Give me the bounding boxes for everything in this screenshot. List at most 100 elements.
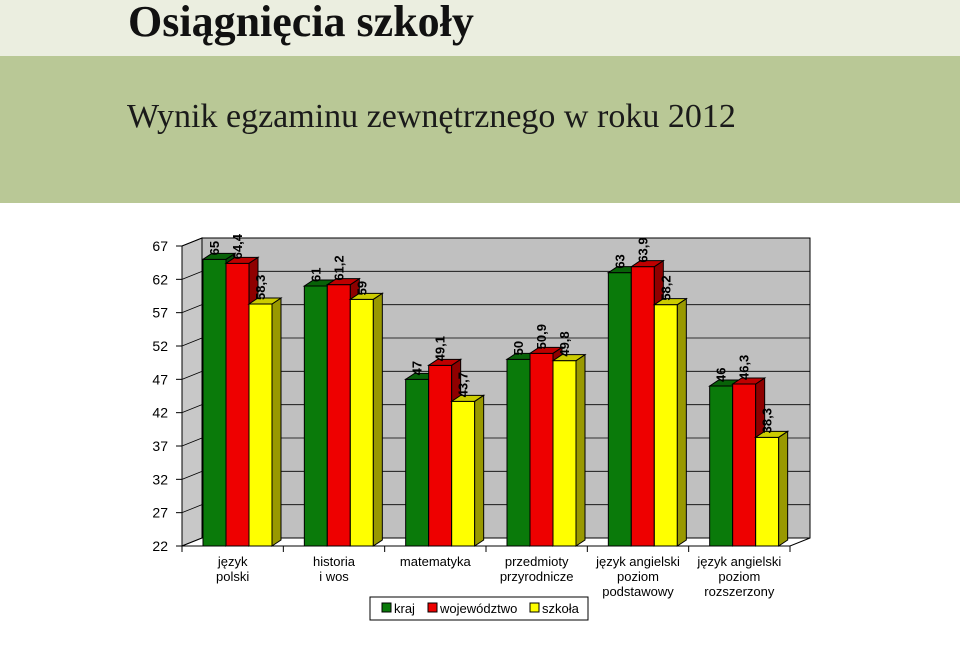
bar-top-wojewodztwo [224,256,260,264]
x-category-label: podstawowy [602,584,674,599]
bar-szkola [755,436,780,547]
y-tick-label: 47 [152,371,168,387]
bar-wojewodztwo [428,364,453,547]
bar-kraj [506,358,531,547]
y-tick-label: 42 [152,405,168,421]
bar-side-szkola [575,353,586,547]
y-tick-label: 22 [152,538,168,554]
page-title: Osiągnięcia szkoły [128,0,474,46]
data-label: 50,9 [534,324,549,349]
data-label: 50 [511,341,526,355]
bar-wojewodztwo [732,383,757,547]
bar-szkola [349,298,374,547]
chart-subtitle: Wynik egzaminu zewnętrznego w roku 2012 [127,98,736,135]
data-label: 49,8 [557,331,572,356]
bar-top-szkola [551,354,587,362]
bar-top-wojewodztwo [325,278,361,286]
bar-side-szkola [778,430,789,547]
gridline-side [181,437,203,447]
x-category-label: poziom [617,569,659,584]
x-category-label: historia [313,554,356,569]
data-label: 59 [354,281,369,295]
legend-swatch-kraj [381,602,392,613]
data-label: 46 [714,368,729,382]
chart-back-wall [201,237,811,539]
bar-kraj [709,385,734,547]
x-category-label: język [217,554,248,569]
y-tick-label: 67 [152,238,168,254]
data-label: 58,3 [253,275,268,300]
bar-szkola [552,360,577,547]
bar-szkola [451,400,476,547]
bar-top-wojewodztwo [528,346,564,354]
legend-label-szkola: szkoła [542,601,580,616]
legend-label-kraj: kraj [394,601,415,616]
bar-top-wojewodztwo [731,377,767,385]
data-label: 38,3 [760,408,775,433]
x-category-label: matematyka [400,554,472,569]
gridline-side [181,337,203,347]
x-category-label: i wos [319,569,349,584]
bar-kraj [607,272,632,547]
gridline-side [181,470,203,480]
data-label: 65 [207,241,222,255]
x-category-label: przedmioty [505,554,569,569]
y-tick-label: 52 [152,338,168,354]
bar-top-szkola [450,394,486,402]
data-label: 58,2 [658,275,673,300]
legend-label-wojewodztwo: województwo [439,601,517,616]
bar-top-szkola [348,292,384,300]
bar-top-kraj [201,252,237,260]
y-tick-label: 27 [152,505,168,521]
x-category-label: rozszerzony [704,584,775,599]
bar-wojewodztwo [326,284,351,547]
y-tick-label: 37 [152,438,168,454]
data-label: 49,1 [433,336,448,361]
bar-wojewodztwo [630,266,655,547]
bar-kraj [202,258,227,547]
gridline-side [181,237,203,247]
subtitle-band [0,56,960,203]
gridline-side [181,504,203,514]
data-label: 64,4 [230,233,245,259]
bar-top-szkola [754,430,790,438]
bar-side-szkola [676,297,687,547]
bar-side-szkola [474,394,485,547]
bar-chart: 22 27 32 37 42 47 52 57 62 67 65 64,4 58,3 językpolsk… [152,233,811,621]
bar-top-wojewodztwo [629,260,665,268]
x-category-label: język angielski [696,554,781,569]
bar-szkola [248,303,273,547]
legend-swatch-wojewodztwo [427,602,438,613]
title-band [0,0,960,56]
x-category-label: przyrodnicze [500,569,574,584]
bar-wojewodztwo [225,262,250,547]
data-label: 63,9 [635,237,650,262]
gridline-side [181,270,203,280]
x-category-label: poziom [718,569,760,584]
legend-swatch-szkola [529,602,540,613]
x-category-label: polski [216,569,249,584]
gridline-side [181,304,203,314]
bar-side-szkola [372,292,383,547]
gridline-side [181,370,203,380]
chart-side-wall [181,237,203,547]
data-label: 43,7 [456,372,471,397]
bar-top-szkola [652,298,688,306]
y-tick-label: 57 [152,305,168,321]
gridline-side [181,404,203,414]
bar-kraj [405,378,430,547]
bar-top-wojewodztwo [427,358,463,366]
data-label: 61,2 [331,255,346,280]
bar-top-szkola [247,297,283,305]
chart-area: 22 27 32 37 42 47 52 57 62 67 65 64,4 58,3 język polsk… [0,203,960,653]
y-tick-label: 62 [152,271,168,287]
x-category-label: język angielski [595,554,680,569]
data-label: 63 [612,254,627,268]
data-label: 61 [308,268,323,282]
data-label: 46,3 [737,355,752,380]
bar-kraj [303,285,328,547]
data-label: 47 [410,361,425,375]
bar-szkola [653,304,678,547]
y-tick-label: 32 [152,471,168,487]
bar-wojewodztwo [529,352,554,547]
